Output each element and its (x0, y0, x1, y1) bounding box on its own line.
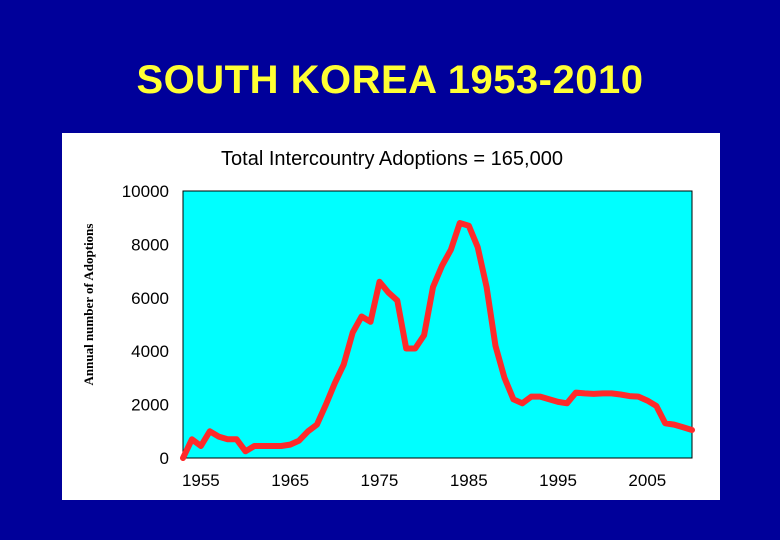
line-chart: Total Intercountry Adoptions = 165,000 0… (81, 148, 695, 490)
slide-title: SOUTH KOREA 1953-2010 (136, 58, 644, 102)
x-tick-label: 1985 (450, 471, 488, 490)
chart-title: Total Intercountry Adoptions = 165,000 (221, 148, 563, 170)
x-tick-label: 1955 (182, 471, 220, 490)
adoptions-series-line (180, 220, 695, 461)
x-tick-label: 1965 (271, 471, 309, 490)
x-tick-labels: 1955 1965 1975 1985 1995 2005 (182, 471, 666, 490)
y-tick-label: 0 (160, 449, 169, 468)
x-tick-label: 1975 (361, 471, 399, 490)
y-tick-label: 8000 (131, 235, 169, 254)
y-tick-label: 10000 (122, 182, 169, 201)
y-tick-label: 6000 (131, 289, 169, 308)
x-tick-label: 1995 (539, 471, 577, 490)
plot-area (182, 190, 693, 459)
y-axis-label: Annual number of Adoptions (81, 224, 96, 386)
chart-panel: Total Intercountry Adoptions = 165,000 0… (62, 133, 720, 500)
y-tick-label: 2000 (131, 396, 169, 415)
y-tick-labels: 0 2000 4000 6000 8000 10000 (122, 182, 169, 468)
x-tick-label: 2005 (628, 471, 666, 490)
y-tick-label: 4000 (131, 342, 169, 361)
